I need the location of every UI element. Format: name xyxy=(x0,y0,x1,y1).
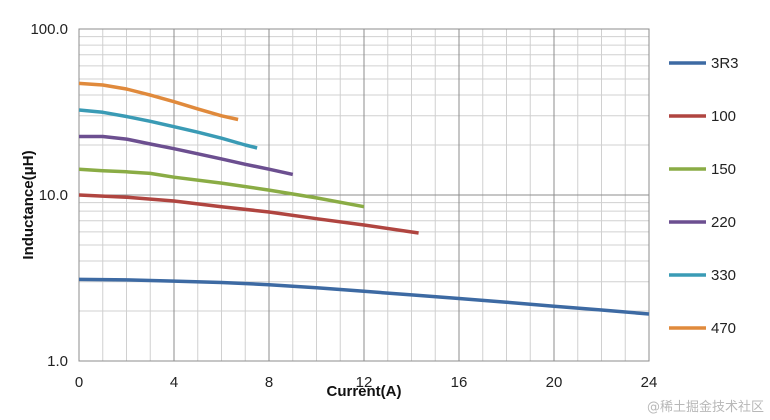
y-tick-label: 10.0 xyxy=(39,187,68,204)
y-axis-title: Inductance(μH) xyxy=(20,150,37,259)
x-tick-labels: 0 4 8 12 16 20 24 xyxy=(75,374,658,391)
x-axis-title: Current(A) xyxy=(327,383,402,400)
series-line-3R3 xyxy=(78,277,650,316)
series-line-330 xyxy=(78,108,258,150)
legend-label-150: 150 xyxy=(711,161,736,178)
legend-label-470: 470 xyxy=(711,320,736,337)
series-line-100 xyxy=(78,193,419,235)
legend-label-3R3: 3R3 xyxy=(711,55,739,72)
y-tick-label: 1.0 xyxy=(47,353,68,370)
legend-label-220: 220 xyxy=(711,214,736,231)
x-tick-label: 24 xyxy=(641,374,658,391)
series-line-220 xyxy=(79,134,294,177)
legend: 3R3 100 150 220 330 470 xyxy=(669,55,739,337)
series-line-470 xyxy=(78,81,239,122)
y-tick-labels: 1.0 10.0 100.0 xyxy=(30,21,68,370)
x-tick-label: 0 xyxy=(75,374,83,391)
series-line-150 xyxy=(78,167,365,209)
x-tick-label: 4 xyxy=(170,374,178,391)
x-tick-label: 16 xyxy=(451,374,468,391)
x-tick-label: 8 xyxy=(265,374,273,391)
x-tick-label: 12 xyxy=(356,374,373,391)
series-layer xyxy=(78,81,650,316)
y-tick-label: 100.0 xyxy=(30,21,68,38)
x-tick-label: 20 xyxy=(546,374,563,391)
watermark-text: @稀土掘金技术社区 xyxy=(647,399,764,415)
legend-label-330: 330 xyxy=(711,267,736,284)
legend-label-100: 100 xyxy=(711,108,736,125)
